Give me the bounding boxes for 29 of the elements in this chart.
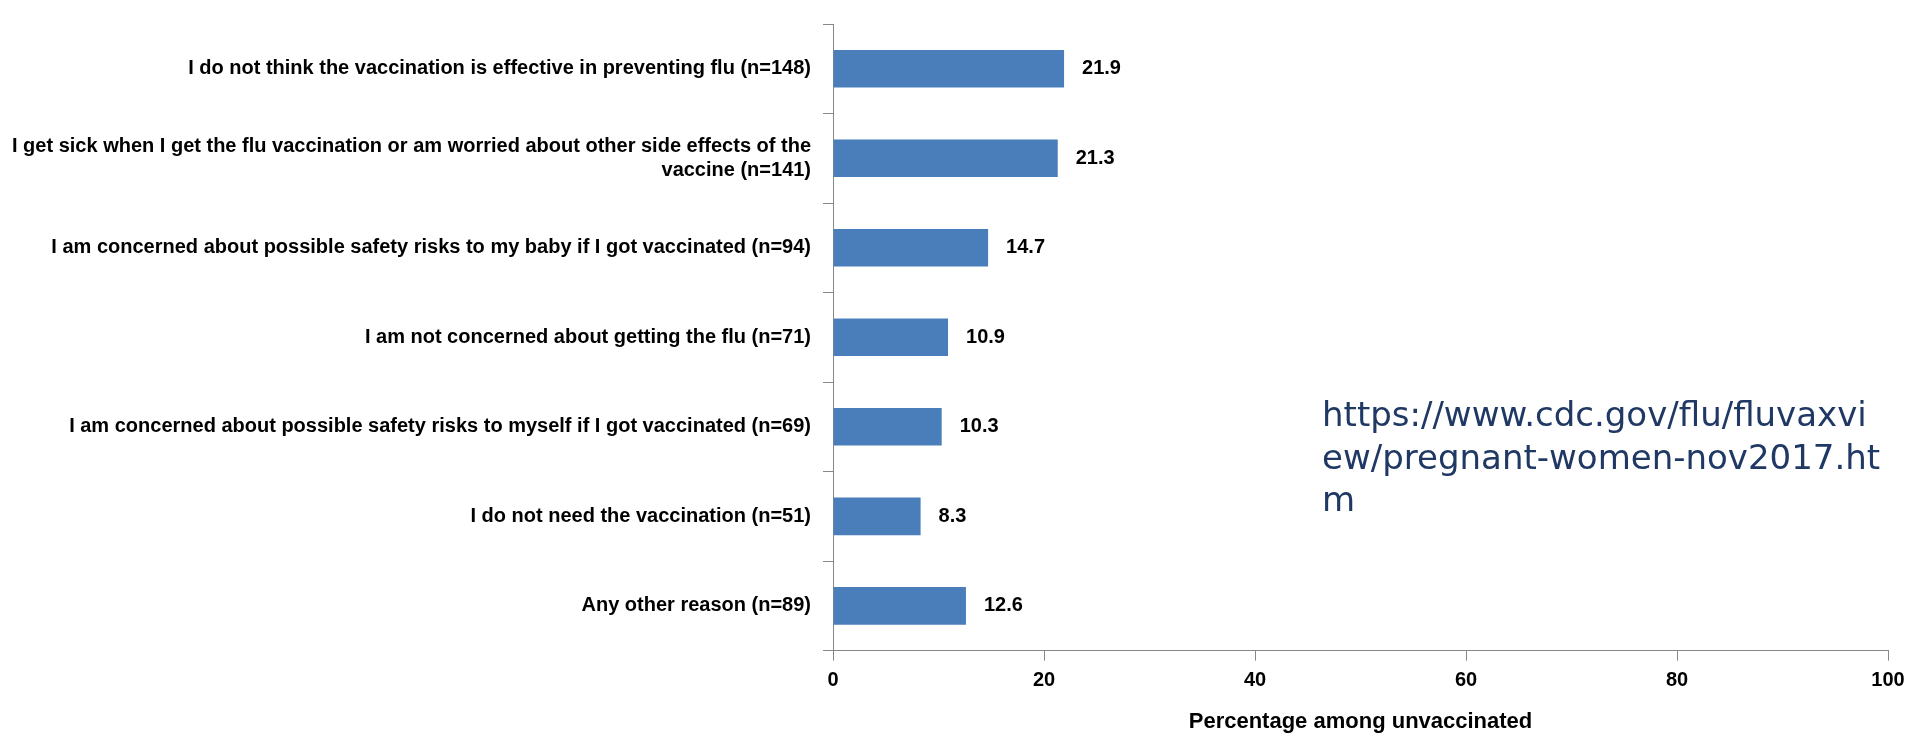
x-tick-label: 80 [1665,668,1689,691]
bar [833,587,966,625]
data-label: 10.9 [966,324,1005,347]
y-tick-label: I do not need the vaccination (n=51) [470,503,812,526]
x-tick-label: 100 [1871,668,1905,691]
bar [833,139,1058,178]
data-label: 12.6 [983,593,1023,616]
bar [833,228,989,267]
data-label: 14.7 [1006,235,1046,258]
y-tick-label: I get sick when I get the flu vaccination or am worried about other side effects of the vaccine (n=141) [11,133,812,180]
bar [833,497,921,536]
data-label: 8.3 [938,503,967,526]
y-tick-label: I do not think the vaccination is effective in preventing flu (n=148) [188,56,812,79]
x-tick-label: 60 [1454,668,1478,691]
data-label: 10.3 [959,414,999,437]
data-label: 21.3 [1075,145,1115,168]
y-tick-label: I am concerned about possible safety risks to my baby if I got vaccinated (n=94) [51,235,812,258]
data-label: 21.9 [1082,56,1122,79]
x-tick-label: 20 [1032,668,1056,691]
x-tick-label: 40 [1243,668,1267,691]
bar [833,49,1065,88]
x-axis-title: Percentage among unvaccinated [1188,707,1533,733]
y-tick-label: I am not concerned about getting the flu (n=71) [364,324,812,347]
bar [833,408,942,446]
x-tick-label: 0 [827,668,839,691]
y-tick-label: Any other reason (n=89) [581,593,812,616]
annotation: https://www.cdc.gov/flu/fluvaxview/pregnant-women-nov2017.htm [1322,393,1882,521]
y-tick-label: I am concerned about possible safety risks to myself if I got vaccinated (n=69) [69,414,812,437]
bar [833,318,949,357]
